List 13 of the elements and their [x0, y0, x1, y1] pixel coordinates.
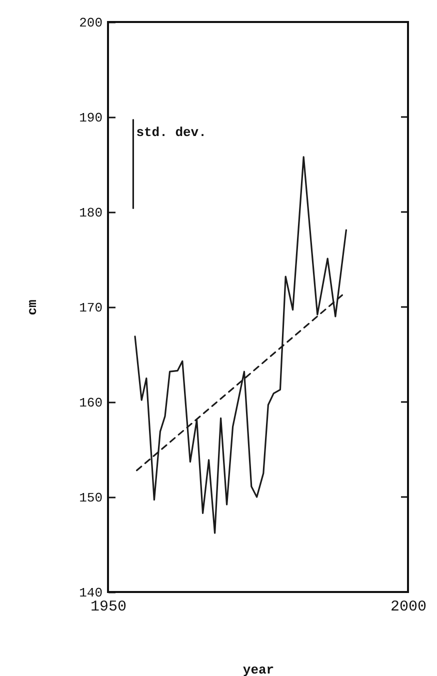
y-tick-label: 190	[79, 110, 102, 126]
y-tick-label: 150	[79, 490, 102, 506]
y-tick-label: 200	[79, 16, 102, 30]
series-label: std. dev.	[136, 124, 206, 140]
x-tick-label: 2000	[390, 598, 427, 616]
y-tick-label: 140	[79, 586, 102, 600]
x-axis-title: year	[242, 662, 274, 676]
y-axis-title: cm	[25, 300, 40, 316]
x-tick-label: 1950	[90, 598, 127, 616]
line-series	[134, 156, 347, 534]
y-tick-label: 160	[79, 396, 102, 410]
y-tick-label: 180	[79, 206, 102, 220]
y-tick-label: 170	[79, 300, 102, 316]
